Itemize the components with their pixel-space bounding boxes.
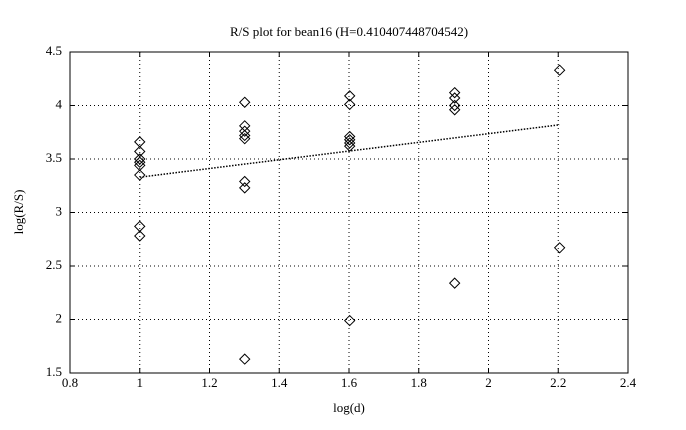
marker [134, 169, 146, 181]
y-tick-label: 2.5 [46, 257, 62, 272]
x-tick-label: 2 [485, 375, 492, 390]
x-tick-label: 1.2 [201, 375, 217, 390]
x-tick-label: 2.2 [550, 375, 566, 390]
y-tick-label: 3.5 [46, 150, 62, 165]
x-tick-label: 1.4 [271, 375, 288, 390]
marker [343, 140, 356, 152]
marker [448, 86, 461, 99]
y-tick-label: 3 [56, 203, 63, 218]
marker [343, 137, 356, 149]
y-tick-label: 4 [56, 96, 63, 111]
marker [134, 230, 146, 242]
marker [239, 132, 251, 145]
x-axis-label: log(d) [333, 400, 365, 415]
marker [134, 153, 146, 165]
marker [134, 220, 146, 233]
plot-frame [69, 51, 629, 374]
marker [343, 314, 356, 327]
marker [448, 104, 461, 116]
x-tick-label: 2.4 [620, 375, 637, 390]
marker [343, 134, 356, 146]
y-tick-label: 1.5 [46, 364, 62, 379]
marker [448, 277, 461, 289]
marker [239, 96, 251, 108]
marker [343, 130, 356, 143]
x-tick-label: 1.8 [411, 375, 427, 390]
x-tick-label: 1.6 [341, 375, 358, 390]
marker [239, 129, 251, 142]
marker [239, 182, 251, 194]
chart-title: R/S plot for bean16 (H=0.410407448704542… [230, 24, 468, 39]
marker [448, 92, 461, 104]
x-tick-label: 0.8 [62, 375, 78, 390]
marker [239, 125, 251, 137]
marker [239, 353, 251, 365]
y-axis-label: log(R/S) [11, 190, 26, 235]
x-tick-label: 1 [137, 375, 144, 390]
y-tick-label: 4.5 [46, 43, 62, 58]
marker [134, 156, 146, 168]
marker [448, 99, 461, 112]
marker [553, 242, 566, 254]
marker [343, 90, 356, 102]
y-tick-label: 2 [56, 310, 63, 325]
marker [134, 136, 146, 148]
marker [343, 98, 356, 111]
marker [239, 175, 251, 188]
marker [553, 64, 566, 76]
